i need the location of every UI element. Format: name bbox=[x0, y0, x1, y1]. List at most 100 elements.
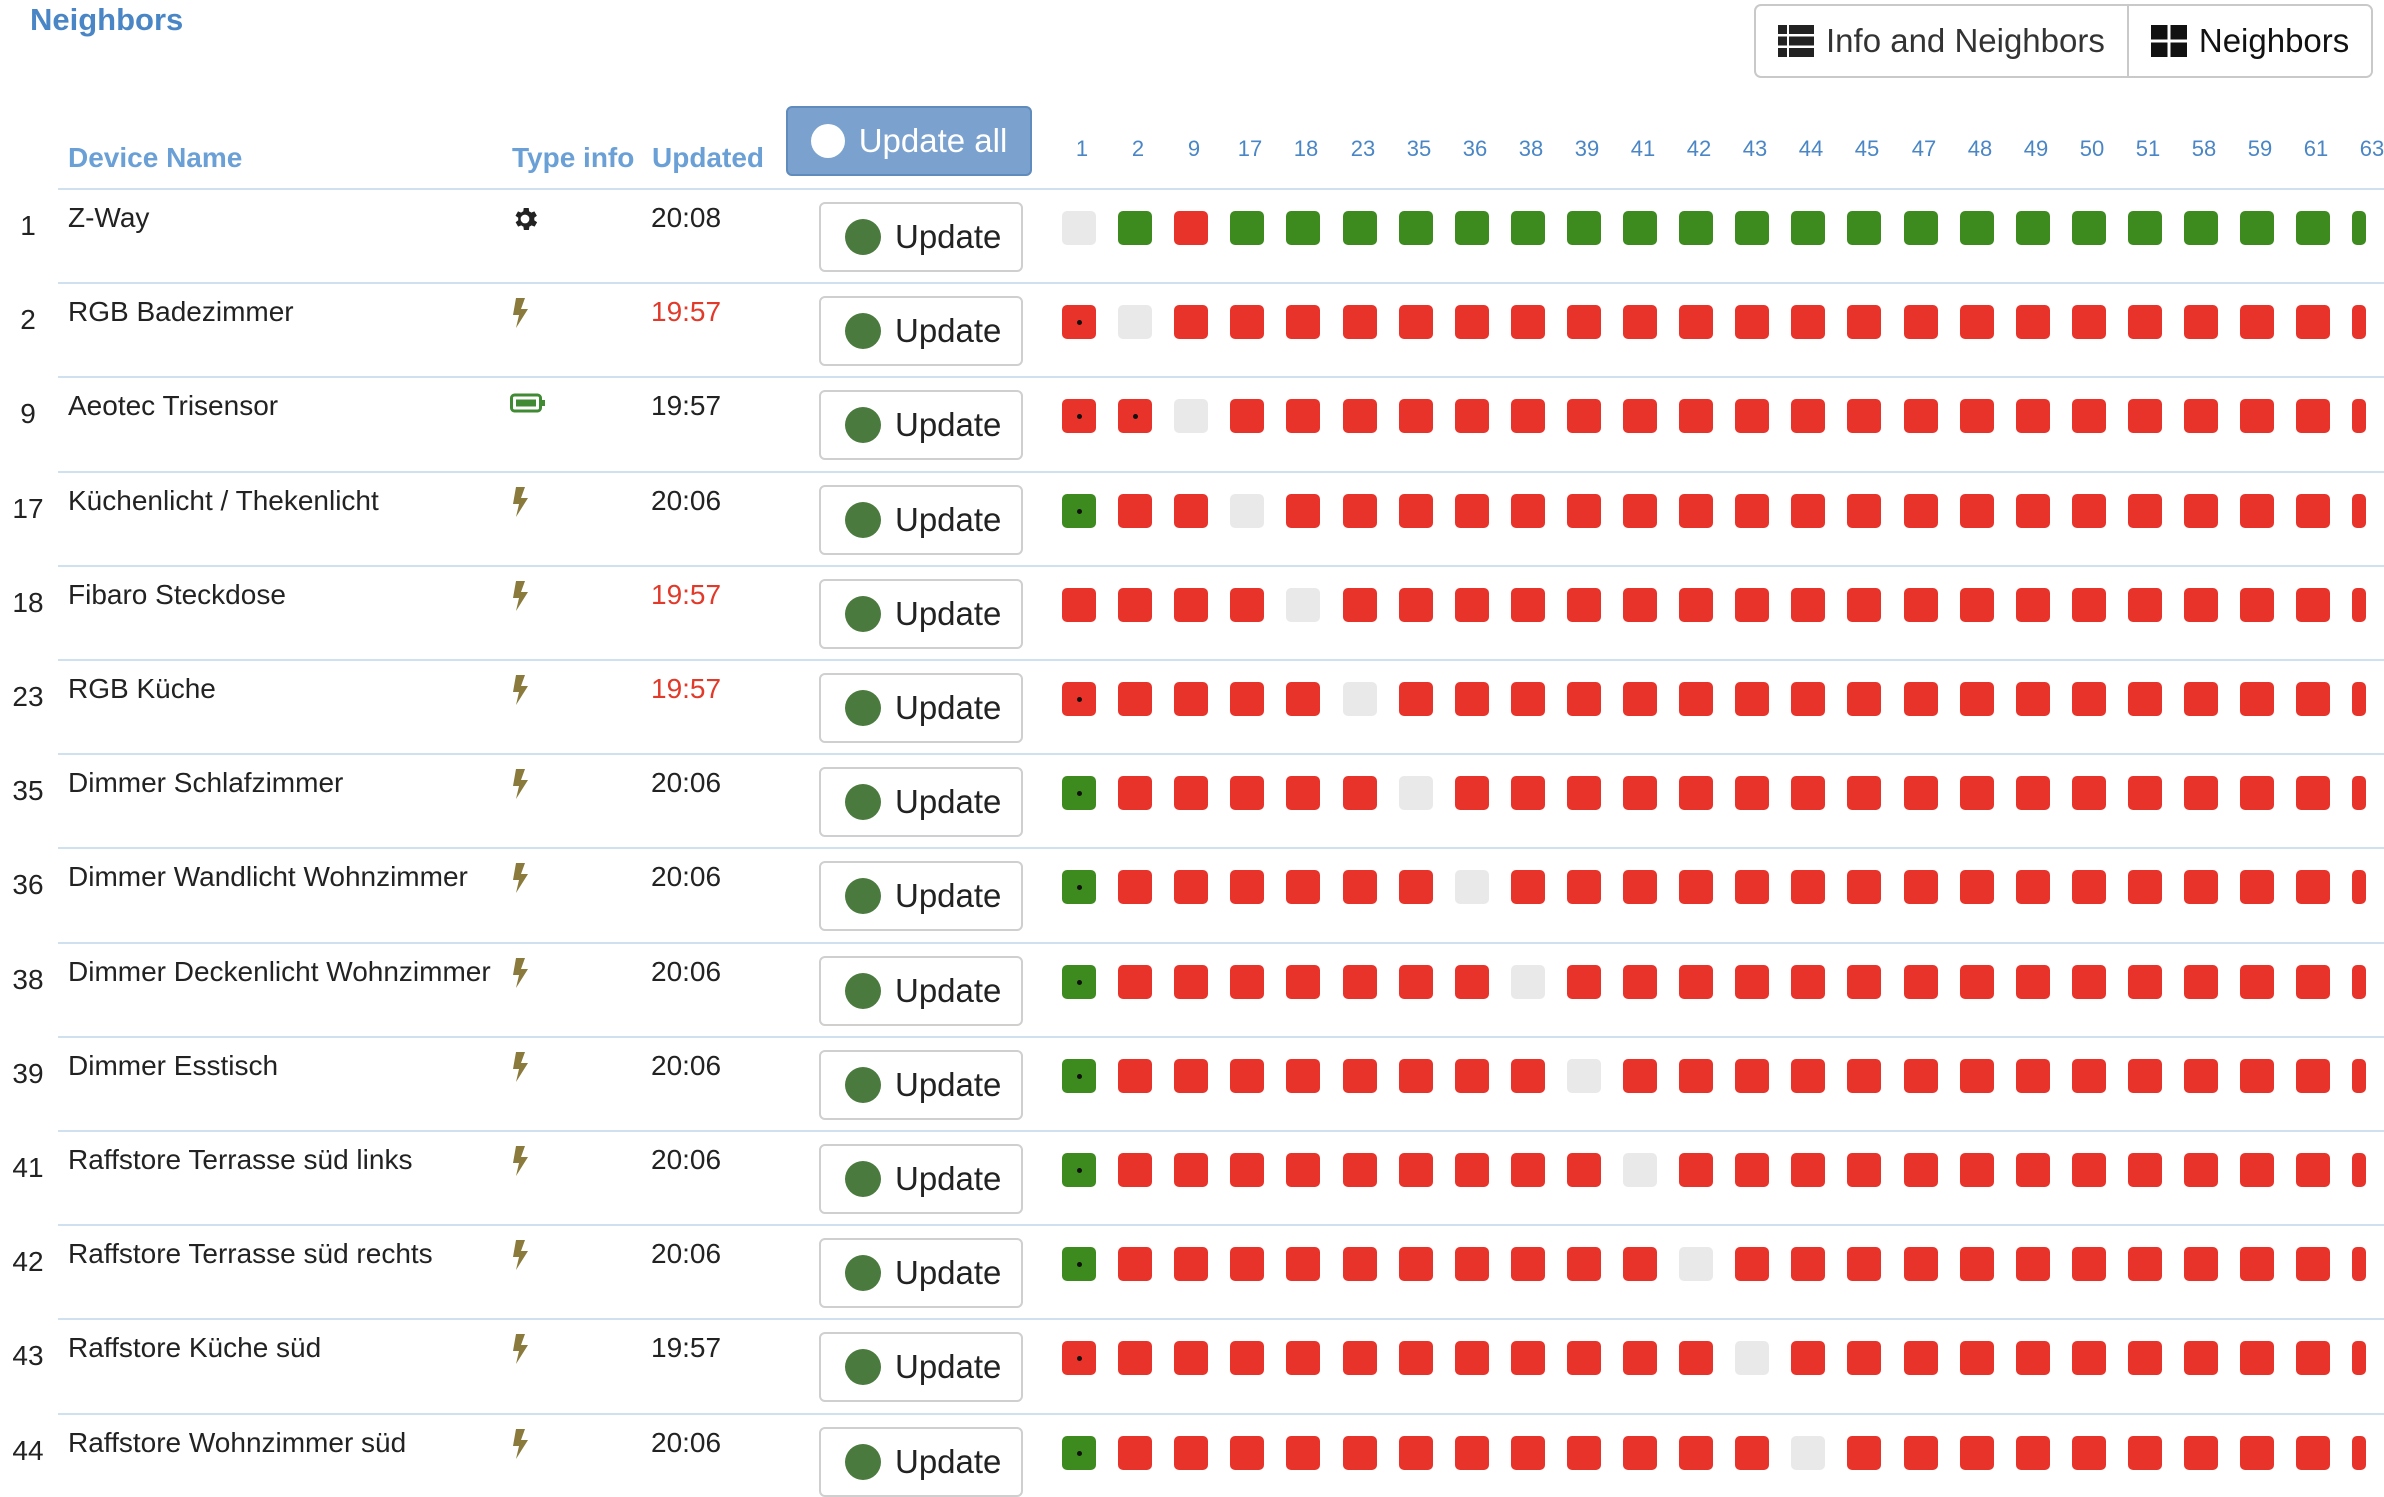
type-info-header[interactable]: Type info bbox=[512, 142, 635, 173]
neighbor-cell-red[interactable] bbox=[1904, 1341, 1938, 1375]
neighbor-cell-red[interactable] bbox=[1847, 1341, 1881, 1375]
neighbor-cell-red[interactable] bbox=[1511, 682, 1545, 716]
neighbor-cell-red[interactable] bbox=[1399, 682, 1433, 716]
neighbor-cell-red[interactable] bbox=[1960, 965, 1994, 999]
neighbor-cell-self[interactable] bbox=[1062, 211, 1096, 245]
neighbor-cell-red[interactable] bbox=[2352, 399, 2366, 433]
neighbor-cell-red[interactable] bbox=[1735, 776, 1769, 810]
neighbor-cell-red[interactable] bbox=[2240, 1059, 2274, 1093]
neighbor-cell-red[interactable] bbox=[2296, 965, 2330, 999]
neighbor-cell-red[interactable] bbox=[1623, 399, 1657, 433]
neighbor-cell-red[interactable] bbox=[1062, 305, 1096, 339]
neighbor-cell-red[interactable] bbox=[2128, 494, 2162, 528]
neighbor-cell-red[interactable] bbox=[1623, 682, 1657, 716]
neighbor-cell-red[interactable] bbox=[2128, 682, 2162, 716]
neighbor-cell-red[interactable] bbox=[2240, 305, 2274, 339]
neighbor-cell-red[interactable] bbox=[1960, 1341, 1994, 1375]
neighbor-cell-red[interactable] bbox=[1230, 1059, 1264, 1093]
neighbor-cell-red[interactable] bbox=[1960, 1247, 1994, 1281]
neighbor-cell-red[interactable] bbox=[2352, 965, 2366, 999]
neighbor-cell-red[interactable] bbox=[2296, 1153, 2330, 1187]
neighbor-cell-red[interactable] bbox=[2352, 1436, 2366, 1470]
neighbor-cell-red[interactable] bbox=[1174, 870, 1208, 904]
neighbor-cell-red[interactable] bbox=[1847, 776, 1881, 810]
neighbor-cell-red[interactable] bbox=[1399, 965, 1433, 999]
neighbor-cell-red[interactable] bbox=[1118, 1436, 1152, 1470]
neighbor-cell-red[interactable] bbox=[1623, 776, 1657, 810]
neighbor-cell-red[interactable] bbox=[2240, 588, 2274, 622]
neighbor-cell-self[interactable] bbox=[1399, 776, 1433, 810]
neighbor-cell-red[interactable] bbox=[1399, 1341, 1433, 1375]
neighbor-cell-red[interactable] bbox=[1623, 870, 1657, 904]
neighbor-cell-red[interactable] bbox=[2128, 305, 2162, 339]
neighbor-cell-red[interactable] bbox=[1343, 1341, 1377, 1375]
neighbor-cell-red[interactable] bbox=[1567, 776, 1601, 810]
neighbor-cell-red[interactable] bbox=[1679, 305, 1713, 339]
neighbor-cell-red[interactable] bbox=[2016, 776, 2050, 810]
neighbor-cell-red[interactable] bbox=[2072, 1059, 2106, 1093]
update-button[interactable]: Update bbox=[819, 579, 1023, 649]
neighbor-cell-red[interactable] bbox=[2240, 776, 2274, 810]
neighbor-cell-red[interactable] bbox=[2184, 870, 2218, 904]
neighbor-cell-red[interactable] bbox=[1286, 1341, 1320, 1375]
neighbor-cell-red[interactable] bbox=[1735, 682, 1769, 716]
neighbor-cell-red[interactable] bbox=[2184, 776, 2218, 810]
neighbor-cell-red[interactable] bbox=[1511, 305, 1545, 339]
neighbor-cell-green[interactable] bbox=[1062, 965, 1096, 999]
neighbor-cell-red[interactable] bbox=[1174, 1247, 1208, 1281]
neighbor-cell-self[interactable] bbox=[1791, 1436, 1825, 1470]
neighbor-cell-red[interactable] bbox=[1847, 588, 1881, 622]
neighbor-cell-green[interactable] bbox=[2128, 211, 2162, 245]
neighbor-cell-red[interactable] bbox=[2240, 1247, 2274, 1281]
neighbor-cell-red[interactable] bbox=[1847, 494, 1881, 528]
neighbor-cell-red[interactable] bbox=[1230, 1341, 1264, 1375]
neighbor-cell-red[interactable] bbox=[1455, 682, 1489, 716]
neighbor-cell-red[interactable] bbox=[1567, 399, 1601, 433]
neighbor-cell-red[interactable] bbox=[2016, 1059, 2050, 1093]
neighbor-cell-red[interactable] bbox=[1343, 494, 1377, 528]
neighbor-cell-red[interactable] bbox=[1230, 776, 1264, 810]
neighbor-cell-red[interactable] bbox=[1343, 1247, 1377, 1281]
neighbor-cell-red[interactable] bbox=[1399, 1247, 1433, 1281]
neighbor-cell-green[interactable] bbox=[1062, 776, 1096, 810]
neighbor-cell-red[interactable] bbox=[2016, 1341, 2050, 1375]
neighbor-cell-red[interactable] bbox=[1960, 1436, 1994, 1470]
neighbor-cell-red[interactable] bbox=[1230, 305, 1264, 339]
neighbor-cell-red[interactable] bbox=[2296, 305, 2330, 339]
neighbor-cell-red[interactable] bbox=[1286, 776, 1320, 810]
neighbor-cell-self[interactable] bbox=[1735, 1341, 1769, 1375]
neighbor-cell-red[interactable] bbox=[2296, 1247, 2330, 1281]
neighbor-cell-red[interactable] bbox=[2184, 1341, 2218, 1375]
neighbor-cell-red[interactable] bbox=[2352, 1341, 2366, 1375]
neighbor-cell-red[interactable] bbox=[2016, 1436, 2050, 1470]
neighbor-cell-red[interactable] bbox=[1847, 1247, 1881, 1281]
update-button[interactable]: Update bbox=[819, 1144, 1023, 1214]
neighbor-cell-red[interactable] bbox=[1791, 1153, 1825, 1187]
neighbor-cell-red[interactable] bbox=[1174, 1341, 1208, 1375]
neighbor-cell-red[interactable] bbox=[2016, 399, 2050, 433]
neighbor-cell-red[interactable] bbox=[2296, 588, 2330, 622]
neighbor-cell-red[interactable] bbox=[1455, 494, 1489, 528]
neighbor-cell-red[interactable] bbox=[1118, 1153, 1152, 1187]
neighbor-cell-red[interactable] bbox=[1399, 1153, 1433, 1187]
neighbor-cell-red[interactable] bbox=[2352, 305, 2366, 339]
neighbor-cell-red[interactable] bbox=[1455, 965, 1489, 999]
neighbor-cell-red[interactable] bbox=[2072, 965, 2106, 999]
neighbor-cell-red[interactable] bbox=[1679, 870, 1713, 904]
neighbor-cell-red[interactable] bbox=[1960, 776, 1994, 810]
neighbor-cell-green[interactable] bbox=[1230, 211, 1264, 245]
neighbor-cell-red[interactable] bbox=[1791, 1247, 1825, 1281]
neighbor-cell-red[interactable] bbox=[1679, 588, 1713, 622]
neighbor-cell-red[interactable] bbox=[1735, 1247, 1769, 1281]
neighbor-cell-red[interactable] bbox=[1735, 305, 1769, 339]
neighbor-cell-red[interactable] bbox=[2296, 1059, 2330, 1093]
neighbor-cell-red[interactable] bbox=[2352, 494, 2366, 528]
neighbor-cell-red[interactable] bbox=[1791, 776, 1825, 810]
neighbor-cell-red[interactable] bbox=[1904, 1436, 1938, 1470]
neighbor-cell-red[interactable] bbox=[2128, 1247, 2162, 1281]
neighbor-cell-red[interactable] bbox=[1455, 776, 1489, 810]
neighbor-cell-green[interactable] bbox=[2240, 211, 2274, 245]
neighbor-cell-red[interactable] bbox=[1623, 1059, 1657, 1093]
update-button[interactable]: Update bbox=[819, 956, 1023, 1026]
neighbor-cell-self[interactable] bbox=[1174, 399, 1208, 433]
